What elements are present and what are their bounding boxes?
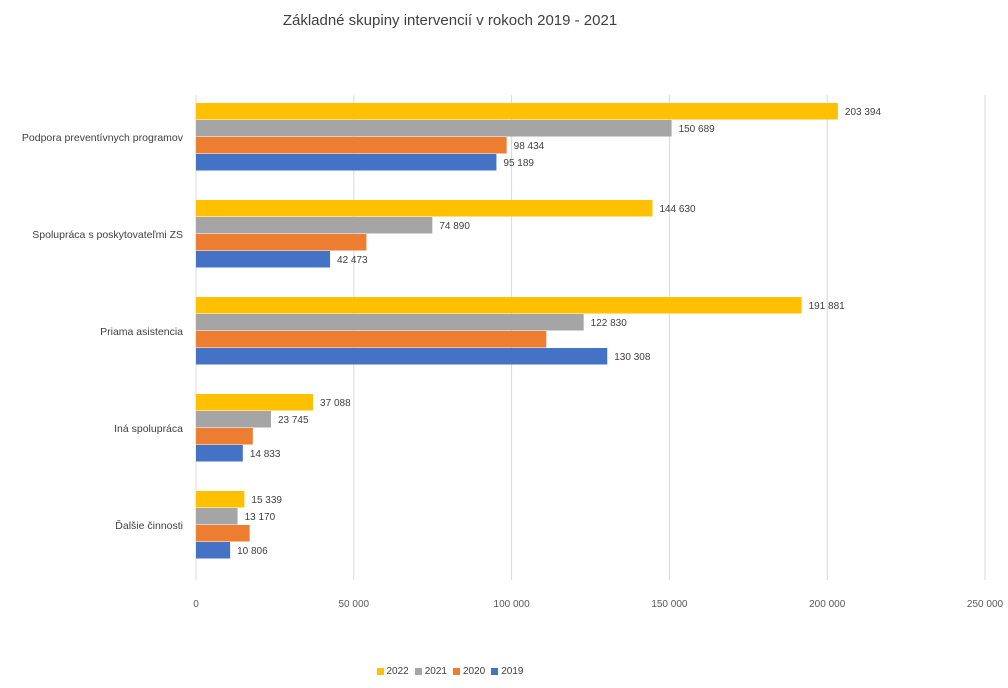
bar <box>196 508 238 525</box>
bar <box>196 137 507 154</box>
bar <box>196 348 608 365</box>
data-label: 23 745 <box>278 415 309 426</box>
legend: 2022 2021 2020 2019 <box>0 666 900 677</box>
data-label: 74 890 <box>439 221 470 232</box>
bar <box>196 103 838 120</box>
legend-label: 2019 <box>501 666 524 677</box>
legend-item: 2020 <box>453 666 485 677</box>
legend-item: 2021 <box>414 666 447 677</box>
data-label: 13 170 <box>245 512 276 523</box>
data-label: 191 881 <box>809 301 846 312</box>
category-label: Podpora preventívnych programov <box>22 132 184 144</box>
legend-swatch <box>376 667 384 675</box>
legend-label: 2021 <box>424 666 447 677</box>
bar <box>196 411 271 428</box>
legend-swatch <box>453 667 460 675</box>
data-label: 95 189 <box>503 158 534 169</box>
chart-title: Základné skupiny intervencií v rokoch 20… <box>282 12 618 29</box>
data-label: 130 308 <box>614 352 651 363</box>
data-label: 15 339 <box>251 495 282 506</box>
category-label: Spolupráca s poskytovateľmi ZS <box>32 229 183 241</box>
bar <box>196 120 672 137</box>
data-label: 150 689 <box>679 124 716 135</box>
legend-swatch <box>491 667 499 675</box>
bar <box>196 314 584 331</box>
bars <box>196 103 838 559</box>
legend-label: 2020 <box>463 666 486 677</box>
legend-item: 2022 <box>376 666 409 677</box>
bar <box>196 525 250 542</box>
legend-swatch <box>414 667 422 675</box>
bar <box>196 491 245 508</box>
bar <box>196 542 231 559</box>
bar <box>196 234 367 251</box>
bar <box>196 217 433 234</box>
x-axis-tick-labels: 0 50 000 100 000 150 000 200 000 250 000 <box>193 599 1003 610</box>
data-label: 203 394 <box>845 107 882 118</box>
category-label: Ďalšie činnosti <box>115 519 183 532</box>
data-labels: 203 394 150 689 98 434 95 189 144 630 74 890 4… <box>237 107 881 557</box>
legend-item: 2019 <box>491 666 524 677</box>
bar <box>196 297 802 314</box>
x-tick-label: 250 000 <box>967 599 1004 610</box>
data-label: 14 833 <box>250 449 281 460</box>
bar <box>196 394 314 411</box>
bar <box>196 200 653 217</box>
x-tick-label: 50 000 <box>339 599 370 610</box>
legend-label: 2022 <box>386 666 409 677</box>
category-label: Priama asistencia <box>100 326 183 338</box>
data-label: 10 806 <box>237 546 268 557</box>
x-tick-label: 200 000 <box>809 599 846 610</box>
category-label: Iná spolupráca <box>114 423 183 435</box>
data-label: 42 473 <box>337 255 368 266</box>
category-labels: Podpora preventívnych programov Spoluprác… <box>22 132 184 532</box>
bar-chart: 203 394 150 689 98 434 95 189 144 630 74 890 4… <box>22 95 1004 610</box>
bar <box>196 154 497 171</box>
x-tick-label: 0 <box>193 599 199 610</box>
bar <box>196 251 331 268</box>
bar <box>196 428 253 445</box>
x-tick-label: 150 000 <box>651 599 688 610</box>
data-label: 122 830 <box>591 318 628 329</box>
data-label: 144 630 <box>659 204 696 215</box>
bar <box>196 331 547 348</box>
x-tick-label: 100 000 <box>494 599 531 610</box>
data-label: 98 434 <box>514 141 545 152</box>
data-label: 37 088 <box>320 398 351 409</box>
bar <box>196 445 243 462</box>
